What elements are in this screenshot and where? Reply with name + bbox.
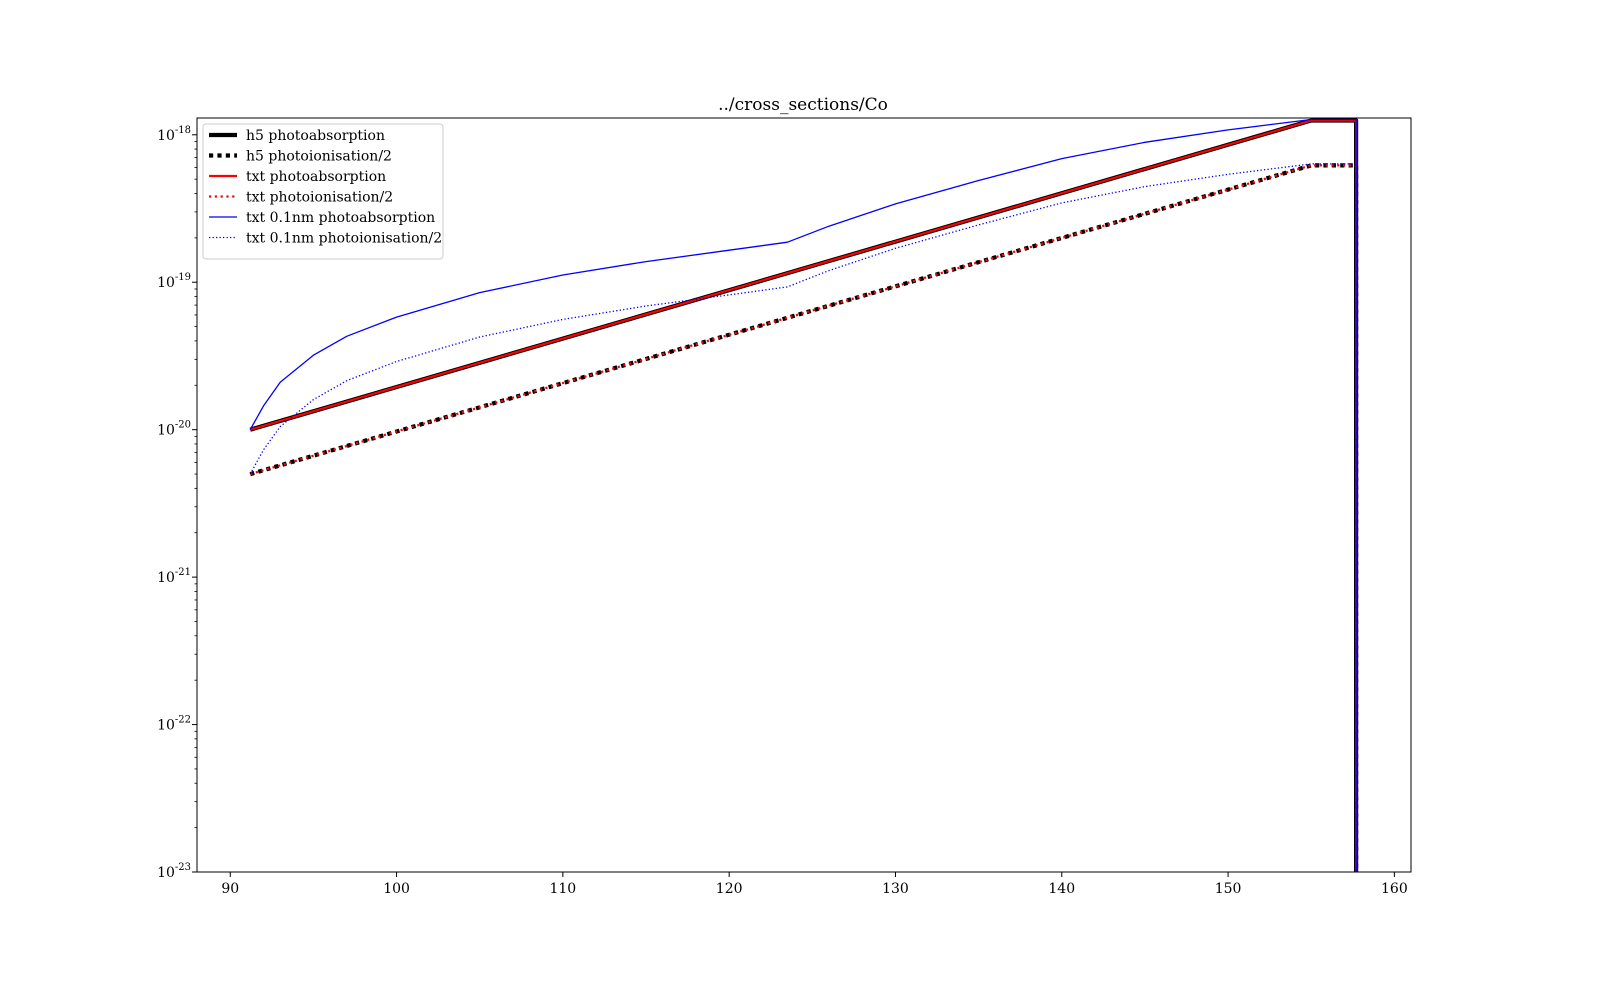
legend-label: h5 photoionisation/2 [246, 149, 392, 165]
y-axis: 10-23 10-22 10-21 10-20 10-19 10-18 [157, 125, 197, 881]
y-tick-exponent: -23 [175, 862, 191, 873]
y-tick-label: 10-18 [157, 125, 191, 144]
y-tick-label: 10-21 [157, 567, 191, 586]
x-tick-label: 150 [1215, 881, 1242, 897]
series-line-4 [249, 164, 1358, 872]
legend: h5 photoabsorption h5 photoionisation/2 tx… [202, 123, 444, 260]
legend-box [202, 123, 444, 260]
y-tick-label: 10-20 [157, 420, 191, 439]
y-tick-exponent: -21 [175, 567, 191, 578]
series-line-5 [249, 118, 1357, 872]
x-axis: 90 100 110 120 130 140 150 160 [221, 872, 1408, 897]
y-tick-exponent: -18 [175, 125, 191, 136]
chart-title: ../cross_sections/Co [718, 95, 888, 115]
x-tick-label: 160 [1381, 881, 1408, 897]
legend-label: txt photoionisation/2 [246, 190, 393, 206]
y-tick-label: 10-19 [157, 272, 191, 291]
series-line-6 [249, 163, 1357, 872]
legend-label: txt 0.1nm photoionisation/2 [246, 231, 442, 247]
x-tick-label: 90 [221, 881, 239, 897]
y-tick-exponent: -20 [175, 420, 191, 431]
legend-label: h5 photoabsorption [246, 128, 385, 144]
x-tick-label: 110 [549, 881, 576, 897]
y-tick-label: 10-22 [157, 715, 191, 734]
series-layer [249, 118, 1359, 872]
legend-label: txt 0.1nm photoabsorption [246, 210, 435, 226]
plot-frame [196, 117, 1412, 873]
x-tick-label: 100 [383, 881, 410, 897]
y-tick-label: 10-23 [157, 862, 191, 881]
legend-label: txt photoabsorption [246, 169, 386, 185]
series-line-2 [249, 163, 1359, 872]
y-tick-exponent: -22 [175, 715, 191, 726]
x-tick-label: 140 [1048, 881, 1075, 897]
y-tick-exponent: -19 [175, 272, 191, 283]
x-tick-label: 130 [882, 881, 909, 897]
x-tick-label: 120 [716, 881, 743, 897]
